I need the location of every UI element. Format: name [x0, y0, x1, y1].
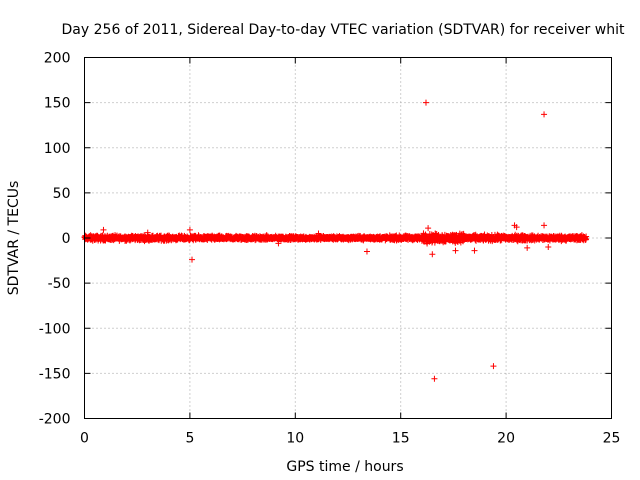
y-tick-label: 150 [44, 96, 71, 112]
data-point [513, 224, 520, 231]
y-tick-label: 200 [44, 51, 71, 67]
y-tick-label: 50 [53, 186, 71, 202]
x-tick-label: 5 [185, 431, 194, 447]
x-axis-label: GPS time / hours [286, 459, 403, 475]
data-points [81, 99, 590, 382]
data-point [541, 222, 548, 229]
axes: 0 5 10 15 20 25 200 150 100 50 0 -50 -100 -150 -200 [39, 51, 621, 447]
data-point [431, 375, 438, 382]
data-point [583, 233, 590, 240]
y-axis-label: SDTVAR / TECUs [6, 181, 22, 296]
x-tick-label: 25 [603, 431, 621, 447]
x-tick-label: 15 [392, 431, 410, 447]
data-point [524, 244, 531, 251]
data-point [189, 256, 196, 263]
data-point [144, 229, 151, 236]
data-point [429, 251, 436, 258]
chart-title: Day 256 of 2011, Sidereal Day-to-day VTE… [62, 22, 625, 38]
data-point [275, 240, 282, 247]
y-tick-label: 100 [44, 141, 71, 157]
data-point [452, 247, 459, 254]
data-point [541, 111, 548, 118]
x-tick-label: 20 [497, 431, 515, 447]
plot-frame [84, 57, 612, 419]
data-point [315, 230, 322, 237]
y-tick-label: 0 [62, 231, 71, 247]
data-point [490, 363, 497, 370]
data-point [545, 244, 552, 251]
x-tick-label: 0 [80, 431, 89, 447]
data-point [100, 226, 107, 233]
y-tick-label: -150 [39, 366, 71, 382]
data-point [186, 226, 193, 233]
data-point [363, 248, 370, 255]
x-tick-label: 10 [286, 431, 304, 447]
y-tick-label: -100 [39, 321, 71, 337]
y-tick-label: -200 [39, 412, 71, 428]
data-point [425, 225, 432, 232]
y-tick-label: -50 [48, 276, 71, 292]
data-point [422, 99, 429, 106]
data-point [471, 247, 478, 254]
